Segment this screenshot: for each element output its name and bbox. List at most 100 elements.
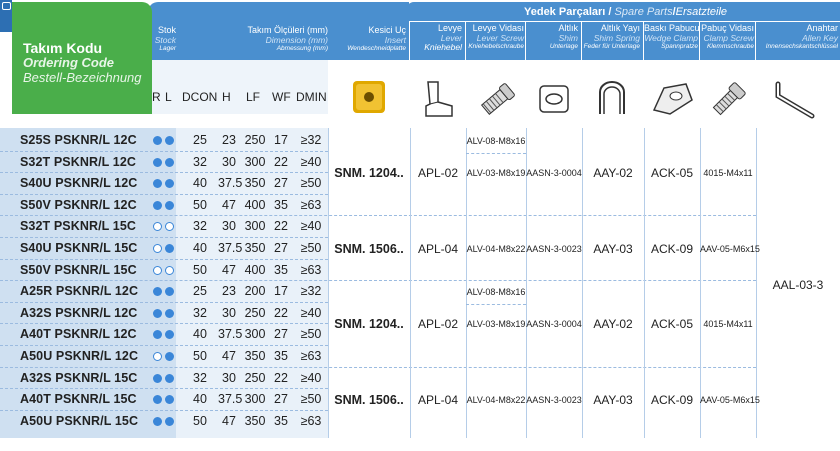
stock-en: Stock bbox=[154, 34, 176, 45]
h-value: 37.5 bbox=[218, 392, 243, 407]
divider bbox=[644, 128, 645, 438]
row-separator bbox=[0, 193, 328, 195]
wf-value: 22 bbox=[274, 154, 288, 169]
clamp-screw-code: 4015-M4x11 bbox=[703, 168, 753, 179]
dcon-value: 40 bbox=[193, 392, 207, 407]
clamp-screw-code: AAV-05-M6x15 bbox=[700, 395, 760, 405]
row-separator bbox=[466, 152, 526, 154]
lever-code: APL-04 bbox=[417, 241, 459, 256]
dcon-value: 25 bbox=[193, 284, 207, 299]
clamp-screw-header-bg bbox=[700, 22, 756, 60]
ordering-code: A32S PSKNR/L 15C bbox=[20, 370, 138, 385]
spare-de: Ersatzteile bbox=[675, 5, 728, 18]
dcon-value: 32 bbox=[193, 370, 207, 385]
h-value: 30 bbox=[222, 370, 236, 385]
shim-code: AASN-3-0023 bbox=[526, 243, 582, 254]
lf-value: 250 bbox=[244, 305, 266, 320]
clamp-screw-code: AAV-05-M6x15 bbox=[700, 243, 760, 254]
lever-code: APL-02 bbox=[417, 166, 459, 181]
dims-tr: Takım Ölçüleri (mm) bbox=[247, 25, 329, 35]
row-separator bbox=[466, 303, 526, 305]
divider bbox=[466, 128, 467, 438]
shim-spring-header: Altlık Yayı Shim Spring Feder für Unterlag… bbox=[582, 23, 640, 50]
dcon-value: 40 bbox=[193, 241, 207, 255]
lever-screw-header-bg bbox=[466, 22, 526, 60]
wf-value: 27 bbox=[274, 327, 288, 342]
stock-r-dot bbox=[153, 330, 162, 340]
stock-l-dot bbox=[165, 244, 174, 253]
lever-screw-code: ALV-08-M8x16 bbox=[466, 136, 526, 146]
shim-code: AASN-3-0023 bbox=[526, 395, 582, 405]
row-separator bbox=[0, 280, 756, 282]
h-value: 47 bbox=[222, 262, 236, 277]
wf-value: 22 bbox=[274, 305, 288, 320]
ordering-code: A50U PSKNR/L 15C bbox=[20, 413, 139, 428]
ordering-code: S32T PSKNR/L 12C bbox=[20, 154, 136, 169]
lever-header: Levye Lever Kniehebel bbox=[410, 23, 462, 53]
stock-l-dot bbox=[165, 200, 174, 210]
table-row: A50U PSKNR/L 12C 50 47 350 35 ≥63 bbox=[0, 346, 840, 368]
clamp-header-bg bbox=[644, 22, 700, 60]
wf-value: 35 bbox=[274, 262, 288, 277]
shim-spring-code: AAY-03 bbox=[593, 241, 633, 256]
stock-l-dot bbox=[165, 136, 174, 145]
divider bbox=[756, 128, 757, 438]
ordering-code: A32S PSKNR/L 12C bbox=[20, 305, 138, 320]
key-header-bg bbox=[756, 22, 840, 60]
ordering-code: A25R PSKNR/L 12C bbox=[20, 284, 139, 299]
wedge-clamp-code: ACK-09 bbox=[650, 393, 694, 407]
dmin-value: ≥63 bbox=[300, 413, 322, 428]
wedge-clamp-code: ACK-05 bbox=[650, 166, 694, 181]
dcon-value: 50 bbox=[193, 349, 207, 363]
spare-en: Spare Parts bbox=[614, 5, 673, 18]
table-row: A40T PSKNR/L 12C 40 37.5 300 27 ≥50 bbox=[0, 324, 840, 346]
wf-value: 22 bbox=[274, 370, 288, 385]
row-separator bbox=[0, 388, 328, 390]
wf-value: 35 bbox=[274, 413, 288, 428]
insert-tr: Kesici Uç bbox=[368, 25, 406, 35]
dmin-value: ≥32 bbox=[300, 284, 322, 299]
dmin-value: ≥50 bbox=[300, 327, 322, 342]
spare-tr: Yedek Parçaları / bbox=[524, 5, 612, 18]
lever-screw-en: Lever Screw bbox=[476, 32, 524, 43]
shim-code: AASN-3-0004 bbox=[526, 319, 582, 330]
lf-value: 300 bbox=[244, 327, 266, 342]
ordering-code-header: Takım Kodu Ordering Code Bestell-Bezeich… bbox=[12, 2, 152, 114]
h-value: 30 bbox=[222, 219, 236, 234]
wf-value: 35 bbox=[274, 197, 288, 212]
lever-screw-code: ALV-03-M8x19 bbox=[466, 319, 526, 330]
stock-r-dot bbox=[153, 136, 162, 145]
stock-r-dot bbox=[153, 308, 162, 318]
h-value: 47 bbox=[222, 197, 236, 212]
corner-square-icon bbox=[2, 2, 11, 10]
h-value: 47 bbox=[222, 413, 236, 428]
row-separator bbox=[0, 237, 328, 238]
stock-de: Lager bbox=[159, 45, 176, 53]
table-row: S50V PSKNR/L 15C 50 47 400 35 ≥63 bbox=[0, 260, 840, 282]
divider bbox=[700, 128, 701, 438]
stock-r-dot bbox=[153, 287, 162, 297]
clamp-screw-header: Pabuç Vidası Clamp Screw Klemmschraube bbox=[700, 23, 754, 50]
ordering-code-de: Bestell-Bezeichnung bbox=[23, 70, 142, 85]
dmin-value: ≥63 bbox=[300, 197, 322, 212]
table-row: A32S PSKNR/L 12C 32 30 250 22 ≥40 bbox=[0, 303, 840, 325]
clamp-screw-code: 4015-M4x11 bbox=[703, 319, 753, 330]
stock-l-dot bbox=[165, 157, 174, 167]
lever-screw-icon bbox=[480, 83, 515, 115]
wedge-clamp-code: ACK-05 bbox=[650, 317, 694, 332]
table-row: A25R PSKNR/L 12C 25 23 200 17 ≥32 bbox=[0, 281, 840, 303]
lever-code: APL-04 bbox=[417, 393, 459, 407]
key-en: Allen Key bbox=[802, 32, 838, 43]
dcon-value: 32 bbox=[193, 154, 207, 169]
insert-header-bg bbox=[328, 2, 410, 60]
ordering-code: S25S PSKNR/L 12C bbox=[20, 133, 137, 147]
wedge-clamp-code: ACK-09 bbox=[650, 241, 694, 256]
lf-value: 200 bbox=[244, 284, 266, 299]
lever-screw-code: ALV-03-M8x19 bbox=[466, 168, 526, 179]
lever-header-bg bbox=[410, 22, 466, 60]
lf-value: 350 bbox=[244, 241, 266, 255]
stock-r-dot bbox=[153, 200, 162, 210]
insert-icon bbox=[353, 81, 385, 113]
column-header-row bbox=[152, 60, 328, 114]
lf-value: 350 bbox=[244, 413, 266, 428]
